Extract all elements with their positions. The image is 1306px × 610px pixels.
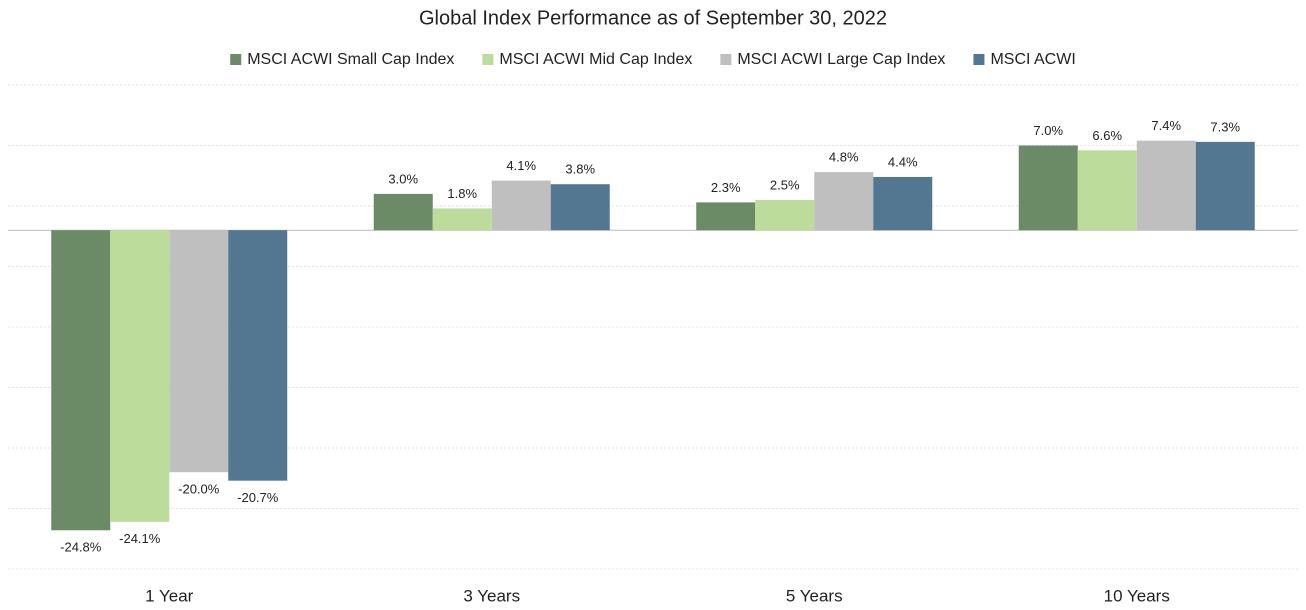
- bar: [169, 230, 229, 473]
- bar: [1195, 141, 1255, 231]
- data-label: 7.0%: [1033, 123, 1063, 138]
- legend-label: MSCI ACWI: [990, 51, 1075, 68]
- x-tick-label: 5 Years: [786, 586, 843, 605]
- data-label: 1.8%: [447, 186, 477, 201]
- data-label: -24.8%: [60, 540, 102, 555]
- data-label: 2.3%: [711, 180, 741, 195]
- data-label: 7.4%: [1151, 118, 1181, 133]
- bar: [814, 172, 874, 231]
- bar: [51, 230, 111, 531]
- data-label: 2.5%: [770, 177, 800, 192]
- data-label: 3.8%: [565, 162, 595, 177]
- bar: [550, 184, 610, 231]
- legend-swatch: [482, 54, 494, 65]
- data-label: -24.1%: [119, 531, 161, 546]
- data-label: 7.3%: [1210, 119, 1240, 134]
- x-tick-label: 1 Year: [145, 586, 194, 605]
- bar: [228, 230, 288, 481]
- data-label: -20.7%: [237, 490, 279, 505]
- bar: [1018, 145, 1078, 231]
- bar: [432, 208, 492, 231]
- legend-swatch: [230, 54, 242, 65]
- bar: [755, 199, 815, 231]
- legend-label: MSCI ACWI Mid Cap Index: [499, 51, 692, 68]
- bar: [110, 230, 170, 522]
- legend-swatch: [720, 54, 732, 65]
- x-tick-label: 3 Years: [463, 586, 520, 605]
- bar: [1136, 140, 1196, 231]
- data-label: 4.8%: [829, 150, 859, 165]
- data-label: -20.0%: [178, 482, 220, 497]
- bar: [873, 176, 933, 231]
- x-tick-label: 10 Years: [1104, 586, 1170, 605]
- legend-swatch: [973, 54, 985, 65]
- legend-label: MSCI ACWI Small Cap Index: [247, 51, 454, 68]
- bar: [1077, 150, 1137, 231]
- data-label: 4.1%: [506, 158, 536, 173]
- bar: [491, 180, 551, 231]
- bar: [696, 202, 756, 231]
- data-label: 4.4%: [888, 154, 918, 169]
- data-label: 3.0%: [388, 171, 418, 186]
- legend-label: MSCI ACWI Large Cap Index: [737, 51, 945, 68]
- data-label: 6.6%: [1092, 128, 1122, 143]
- bar: [373, 193, 433, 231]
- chart-title: Global Index Performance as of September…: [419, 7, 887, 29]
